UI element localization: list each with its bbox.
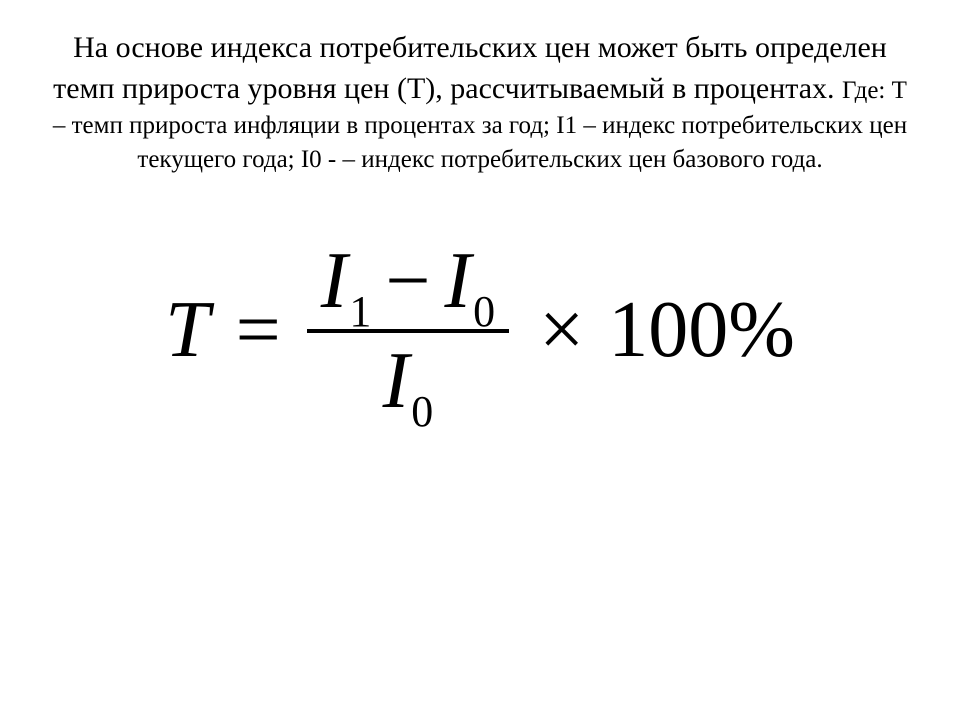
description-period: . [827,72,842,105]
num-I1-sub: 1 [347,290,371,334]
num-I1-var: I [321,241,348,321]
den-I0-sub: 0 [409,390,433,434]
formula: T = I 1 − I 0 I 0 × 100% [48,237,912,425]
formula-lhs: T [165,285,210,376]
numerator: I 1 − I 0 [307,237,509,325]
fraction: I 1 − I 0 I 0 [307,237,509,425]
num-I0-var: I [444,241,471,321]
equals-sign: = [230,285,287,376]
denominator: I 0 [369,337,448,425]
description-main: На основе индекса потребительских цен мо… [53,31,887,105]
times-sign: × [529,285,588,376]
den-I0-var: I [383,341,410,421]
minus-sign: − [371,241,444,321]
num-I0-sub: 0 [471,290,495,334]
hundred-percent: 100% [608,285,795,376]
description-block: На основе индекса потребительских цен мо… [48,28,912,177]
